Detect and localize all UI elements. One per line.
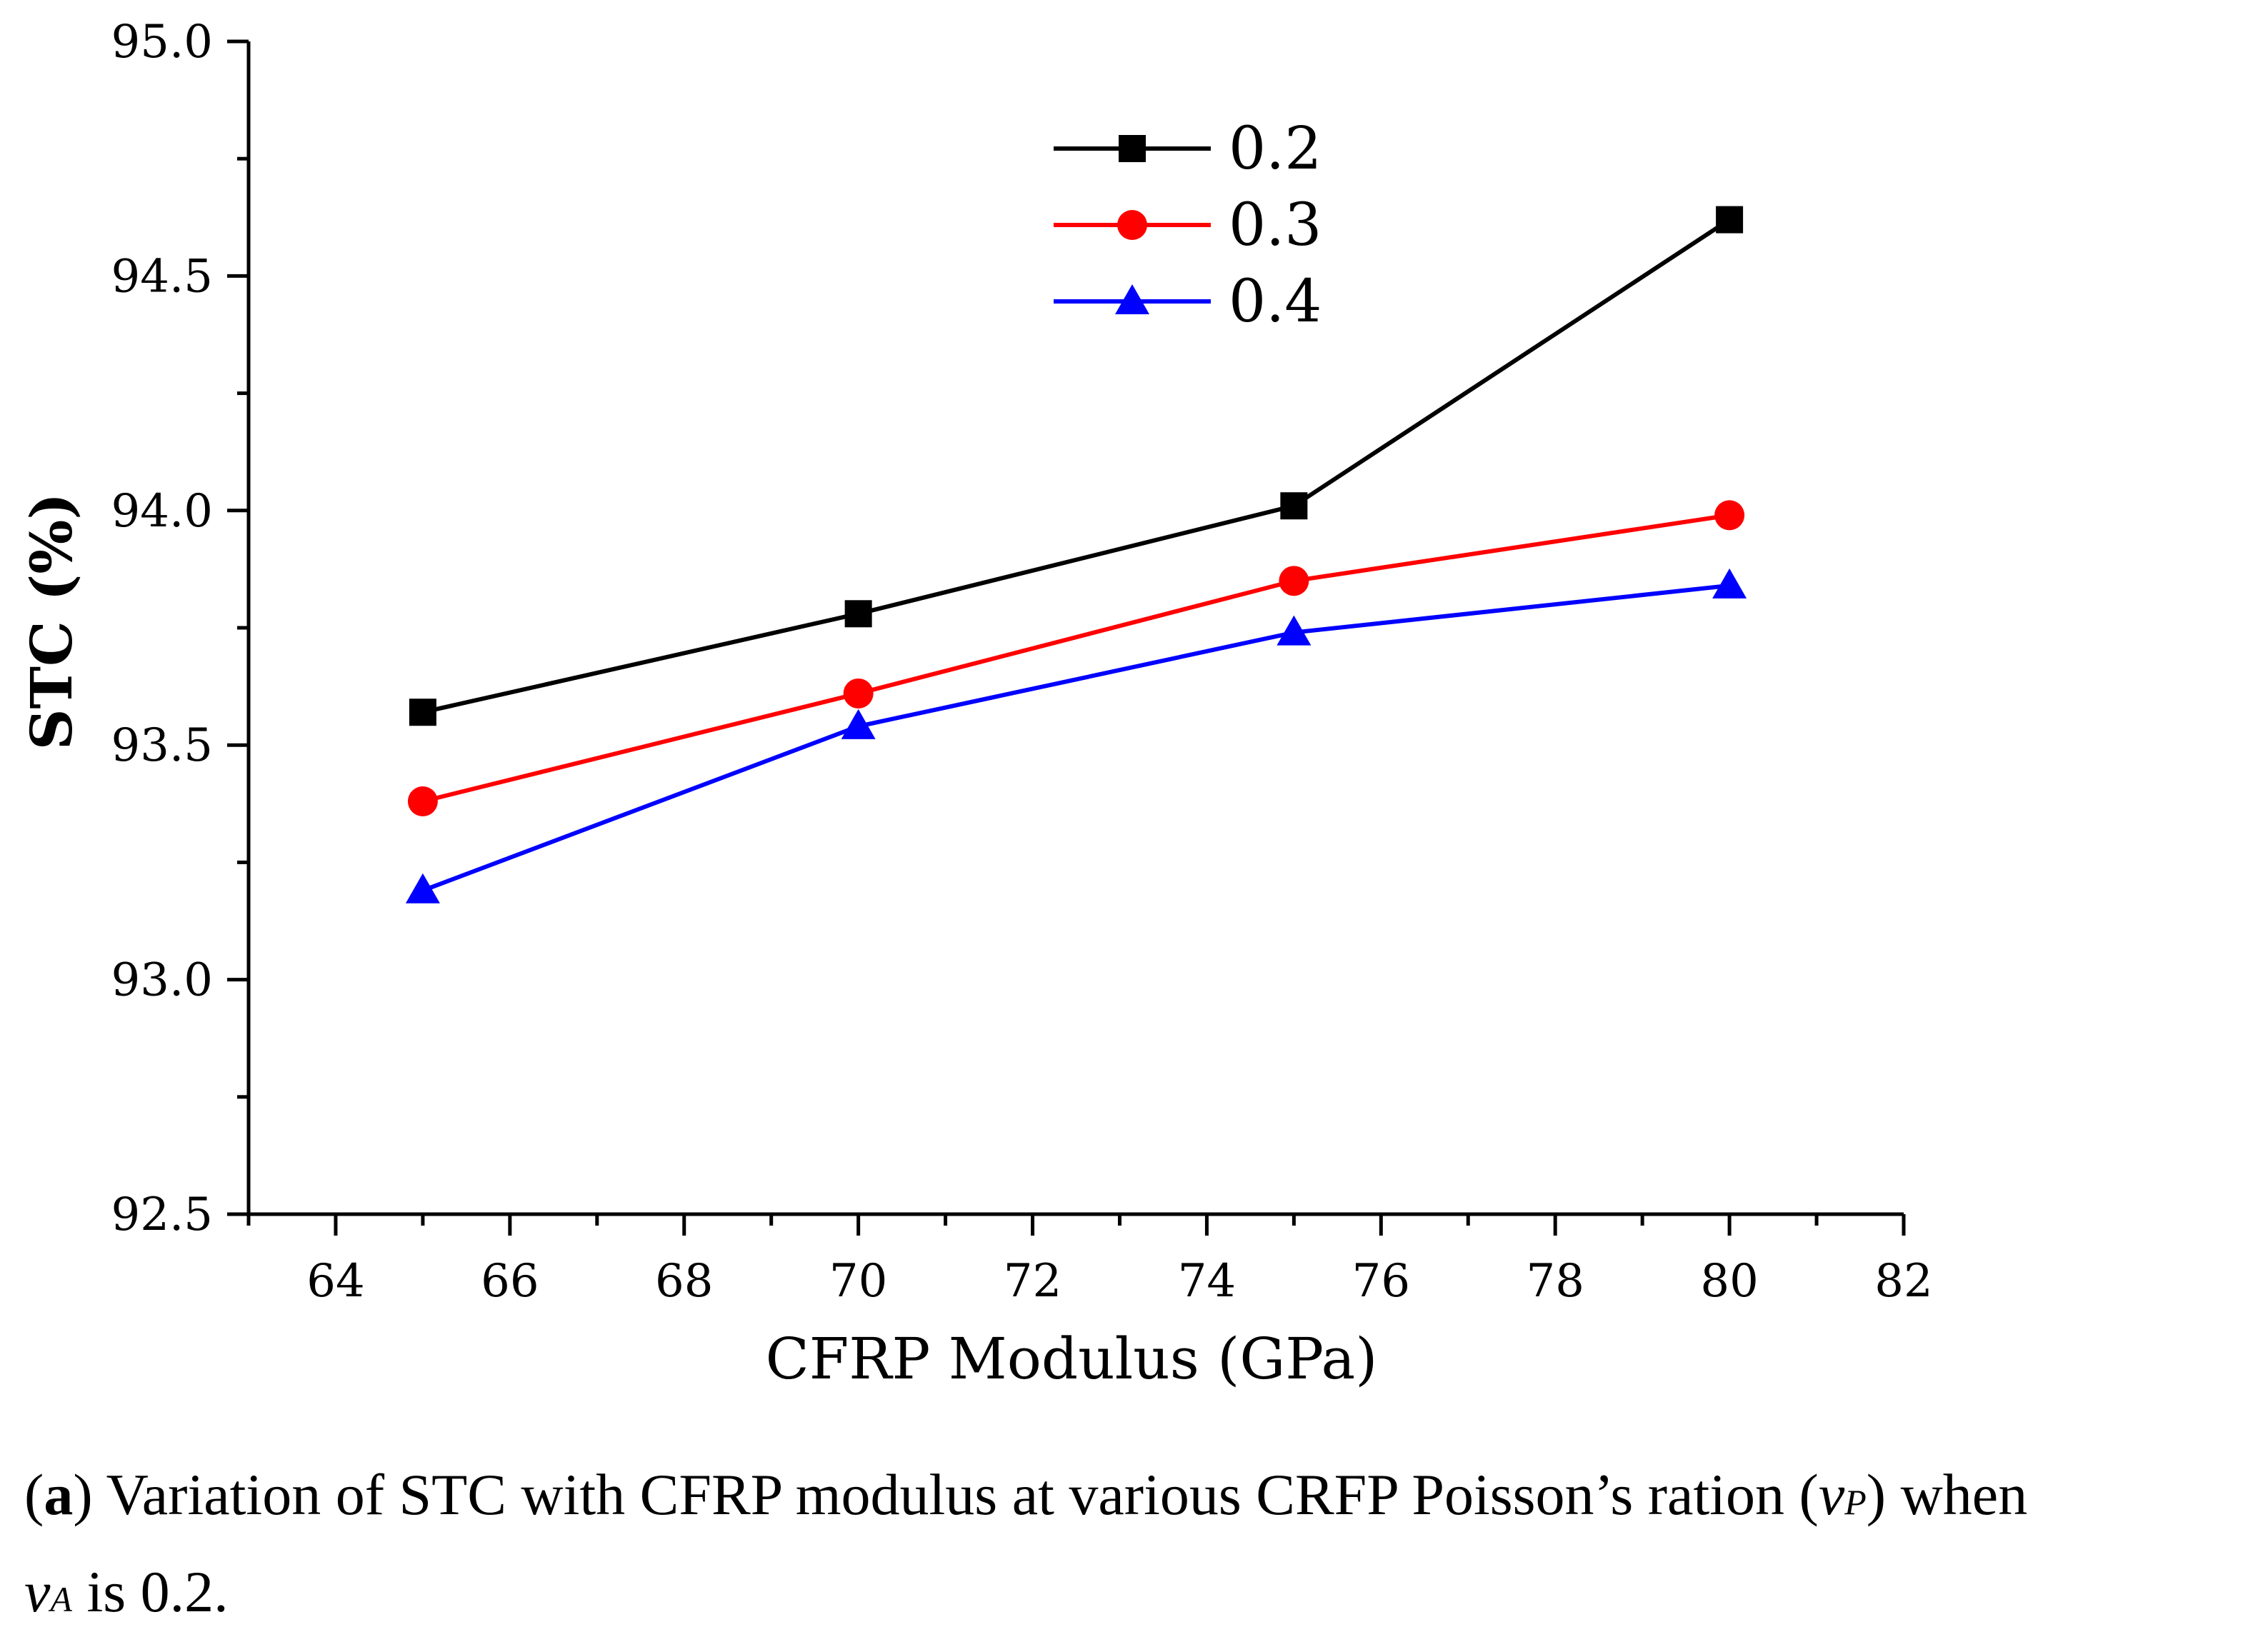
legend-item: 0.3 [1054, 191, 1322, 259]
series-0.4 [405, 568, 1747, 903]
figure-caption: (a) Variation of STC with CFRP modulus a… [24, 1450, 2246, 1644]
legend-label: 0.3 [1229, 191, 1322, 259]
x-tick-label: 78 [1526, 1255, 1584, 1308]
legend-marker [1115, 284, 1149, 314]
x-tick-label: 70 [829, 1255, 887, 1308]
legend-item: 0.2 [1054, 115, 1322, 183]
data-point [1714, 500, 1745, 531]
series-layer [405, 206, 1747, 903]
series-0.2 [409, 206, 1744, 726]
data-point [1280, 492, 1308, 520]
x-axis-title: CFRP Modulus (GPa) [766, 1326, 1378, 1392]
legend-label: 0.4 [1229, 268, 1322, 336]
y-tick-label: 95.0 [111, 16, 214, 69]
series-line [421, 583, 1730, 893]
x-tick-label: 68 [655, 1255, 713, 1308]
data-point [1716, 206, 1744, 234]
data-point [405, 873, 440, 903]
series-line [422, 513, 1730, 804]
x-tick-label: 76 [1352, 1255, 1410, 1308]
legend-marker [1119, 135, 1146, 162]
data-point [1277, 615, 1312, 646]
x-tick-label: 74 [1178, 1255, 1236, 1308]
caption-text-1: ) Variation of STC with CFRP modulus at … [73, 1462, 1819, 1527]
caption-symbol-v: v [24, 1559, 51, 1624]
data-point [409, 699, 436, 726]
y-tick-label: 93.5 [111, 719, 214, 772]
legend-marker [1117, 210, 1147, 240]
x-tick-label: 80 [1700, 1255, 1758, 1308]
data-point [841, 709, 876, 739]
legend-item: 0.4 [1054, 268, 1322, 336]
data-point [1279, 566, 1309, 596]
caption-subscript-a: A [50, 1579, 72, 1619]
y-tick-label: 93.0 [111, 954, 214, 1007]
caption-subscript-p: P [1844, 1482, 1867, 1522]
caption-open-paren: ( [24, 1462, 44, 1527]
x-tick-label: 66 [481, 1255, 539, 1308]
x-tick-label: 72 [1004, 1255, 1061, 1308]
y-tick-label: 94.0 [111, 485, 214, 538]
data-point [1712, 568, 1747, 599]
y-axis-title: STC (%) [18, 493, 85, 751]
legend-label: 0.2 [1229, 115, 1322, 183]
legend: 0.2 0.3 0.4 [1054, 115, 1322, 336]
y-tick-label: 92.5 [111, 1188, 214, 1241]
caption-symbol-v: v [1818, 1462, 1845, 1527]
caption-text-2: ) when [1866, 1462, 2028, 1527]
data-point [407, 786, 438, 817]
data-point [844, 600, 872, 628]
caption-text-3: is 0.2. [71, 1559, 229, 1624]
chart: 92.5 93.0 93.5 94.0 94.5 95.0 64 66 68 70 72 74 76 78… [18, 16, 1933, 1392]
axes: 92.5 93.0 93.5 94.0 94.5 95.0 64 66 68 70 72 74 76 78… [111, 16, 1933, 1308]
y-tick-label: 94.5 [111, 250, 214, 303]
caption-label: a [44, 1462, 74, 1527]
x-tick-label: 64 [306, 1255, 364, 1308]
x-tick-label: 82 [1874, 1255, 1932, 1308]
data-point [843, 678, 874, 709]
series-0.3 [407, 500, 1745, 817]
series-line [422, 218, 1731, 715]
